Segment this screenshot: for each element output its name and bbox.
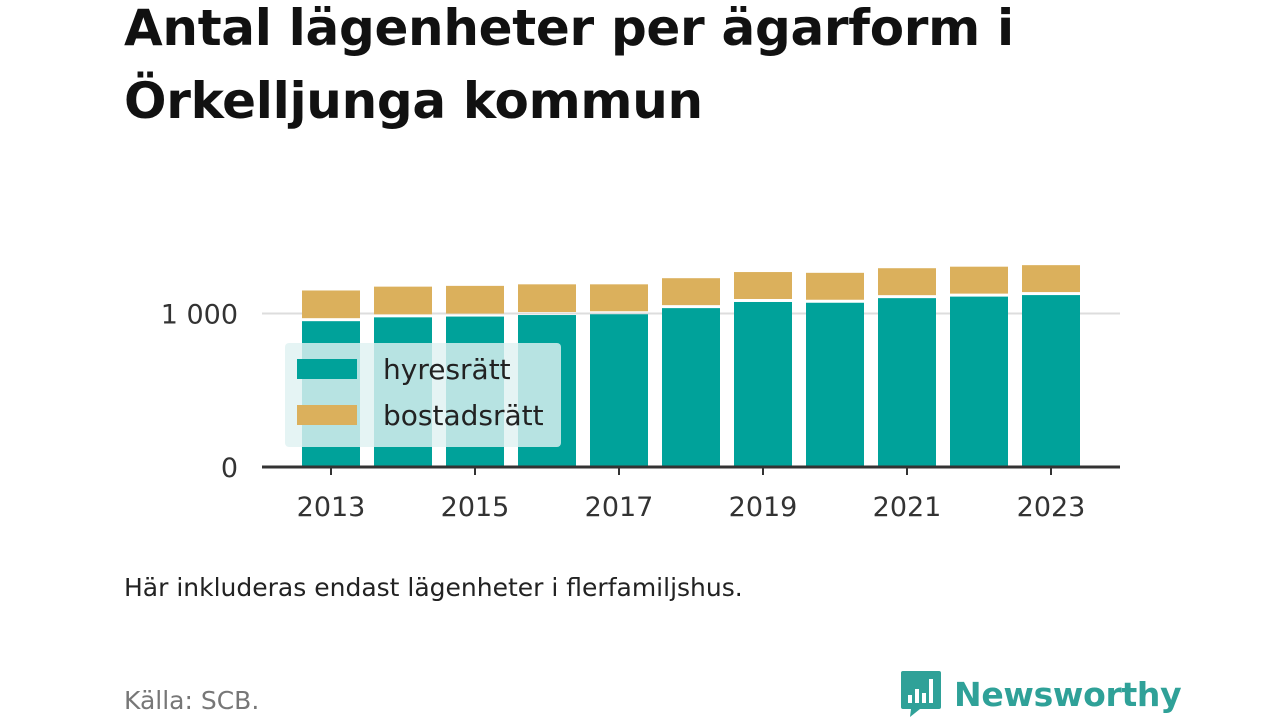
newsworthy-logo-icon <box>901 671 941 717</box>
legend-item-hyresratt: hyresrätt <box>297 349 511 389</box>
bar-bostadsratt-2016 <box>518 284 576 313</box>
chart-title: Antal lägenheter per ägarform i Örkellju… <box>124 0 1014 130</box>
legend-label-hyresratt: hyresrätt <box>383 352 511 386</box>
bar-bostadsratt-2021 <box>878 268 936 296</box>
brand-name: Newsworthy <box>954 674 1182 714</box>
legend-swatch-bostadsratt <box>297 405 357 425</box>
bar-hyresratt-2019 <box>734 301 792 467</box>
chart-legend: hyresrätt bostadsrätt <box>285 343 561 447</box>
x-tick-label: 2019 <box>729 492 798 523</box>
chart-source: Källa: SCB. <box>124 686 260 715</box>
bar-bostadsratt-2014 <box>374 286 432 315</box>
x-tick-label: 2013 <box>297 492 366 523</box>
bar-bostadsratt-2023 <box>1022 265 1080 293</box>
x-tick-label: 2015 <box>441 492 510 523</box>
bar-bostadsratt-2013 <box>302 290 360 319</box>
bar-bostadsratt-2017 <box>590 284 648 312</box>
x-tick-label: 2017 <box>585 492 654 523</box>
bar-bostadsratt-2019 <box>734 272 792 299</box>
brand: Newsworthy <box>900 668 1182 720</box>
chart-note: Här inkluderas endast lägenheter i flerf… <box>124 573 743 602</box>
legend-label-bostadsratt: bostadsrätt <box>383 398 544 432</box>
bar-hyresratt-2022 <box>950 296 1008 467</box>
bar-bostadsratt-2015 <box>446 285 504 314</box>
legend-item-bostadsratt: bostadsrätt <box>297 395 544 435</box>
bar-hyresratt-2017 <box>590 314 648 467</box>
y-tick-label: 0 <box>221 453 238 484</box>
chart: 0 1 000 2013 2015 2017 2019 2021 2023 <box>161 265 1120 523</box>
bar-hyresratt-2023 <box>1022 295 1080 467</box>
bar-bostadsratt-2020 <box>806 272 864 300</box>
x-tick-label: 2021 <box>873 492 942 523</box>
bar-hyresratt-2018 <box>662 308 720 467</box>
bar-bostadsratt-2022 <box>950 266 1008 294</box>
legend-swatch-hyresratt <box>297 359 357 379</box>
bar-bostadsratt-2018 <box>662 278 720 306</box>
bar-hyresratt-2020 <box>806 302 864 467</box>
bar-hyresratt-2021 <box>878 298 936 467</box>
x-tick-label: 2023 <box>1017 492 1086 523</box>
y-tick-label: 1 000 <box>161 300 238 331</box>
